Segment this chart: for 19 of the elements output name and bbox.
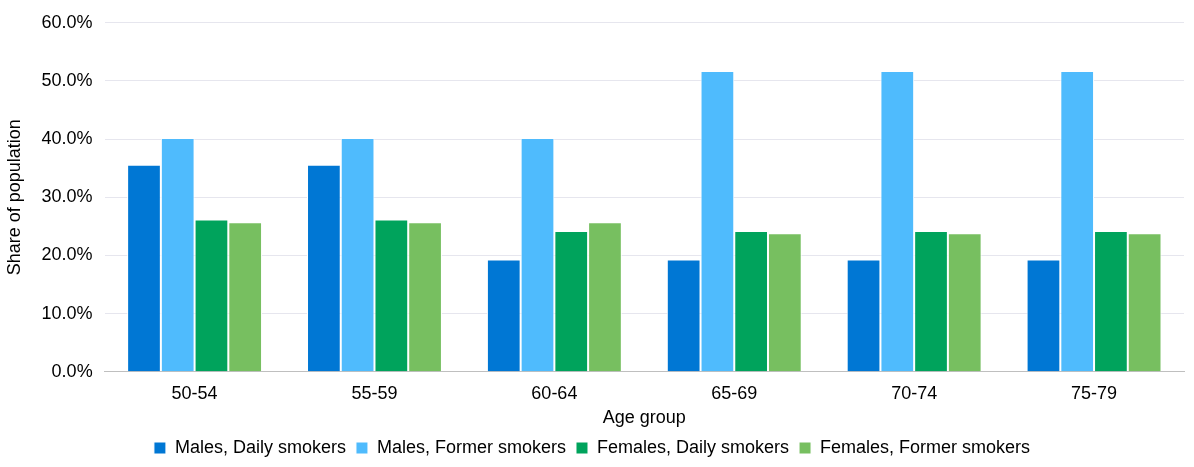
y-tick-label: 0.0%: [51, 360, 93, 381]
y-axis-title: Share of population: [3, 119, 24, 276]
y-tick-label: 40.0%: [41, 128, 93, 149]
legend-label: Males, Former smokers: [376, 436, 566, 457]
x-tick-label: 70-74: [891, 382, 938, 403]
y-tick-label: 50.0%: [41, 69, 93, 90]
x-tick-label: 50-54: [171, 382, 218, 403]
x-tick-label: 65-69: [711, 382, 758, 403]
legend-label: Males, Daily smokers: [174, 436, 346, 457]
x-tick-label: 60-64: [531, 382, 578, 403]
y-tick-label: 20.0%: [41, 244, 93, 265]
legend-label: Females, Former smokers: [820, 436, 1031, 457]
legend-label: Females, Daily smokers: [596, 436, 790, 457]
y-tick-label: 10.0%: [41, 302, 93, 323]
y-tick-label: 60.0%: [41, 11, 93, 32]
y-tick-label: 30.0%: [41, 186, 93, 207]
x-tick-label: 75-79: [1071, 382, 1118, 403]
x-tick-label: 55-59: [351, 382, 398, 403]
x-axis-title: Age group: [602, 407, 686, 428]
